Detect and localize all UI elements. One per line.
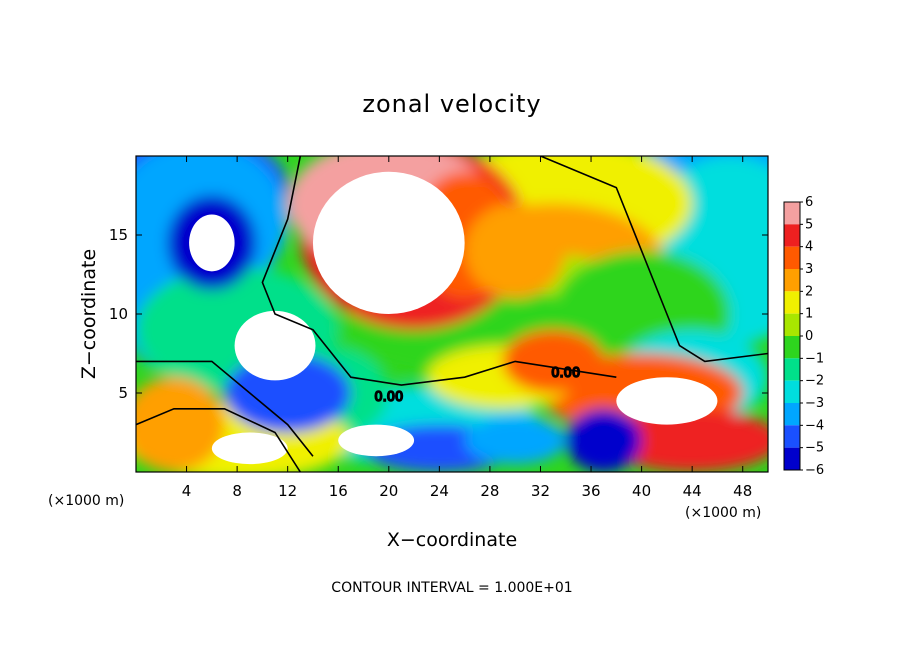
velocity-patch [565,408,642,472]
x-tick-label: 8 [232,482,242,500]
colorbar-swatch [784,224,800,247]
zero-contour-line [136,408,301,472]
colorbar-label: −3 [805,396,824,411]
x-tick-label: 48 [733,482,752,500]
velocity-patch [136,377,225,472]
saturated-region [189,214,235,272]
x-tick-label: 20 [379,482,398,500]
colorbar-swatch [784,425,800,448]
velocity-patch [464,416,566,465]
colorbar-label: −4 [805,418,824,433]
x-axis-label: X−coordinate [387,529,517,551]
colorbar-label: −6 [805,463,824,478]
zero-contour-line [540,156,768,363]
colorbar-label: 3 [805,262,813,277]
colorbar-swatch [784,246,800,269]
saturated-region [616,377,718,425]
velocity-patch [502,329,604,393]
chart-title: zonal velocity [362,90,541,118]
x-axis-ticks: 4 8 12 16 20 24 28 32 36 40 44 48 [182,156,752,500]
x-tick-label: 4 [182,482,192,500]
saturated-region [312,171,465,314]
x-tick-label: 16 [329,482,348,500]
colorbar-label: 1 [805,307,813,322]
colorbar-swatch [784,447,800,470]
colorbar-swatch [784,313,800,336]
saturated-region [234,310,316,381]
x-tick-label: 12 [278,482,297,500]
colorbar-label: 0 [805,329,813,344]
x-tick-label: 40 [632,482,651,500]
zero-contour-line [261,156,617,386]
colorbar-swatch [784,403,800,426]
saturated-region [338,424,415,457]
colorbar-label: 5 [805,217,813,232]
contour-label: 0.00 [551,366,580,381]
y-tick-label: 15 [109,226,128,244]
y-axis-ticks: 5 10 15 [109,226,768,402]
colorbar-swatch [784,269,800,292]
colorbar-label: 6 [805,195,813,210]
x-tick-label: 36 [581,482,600,500]
x-units-right: (×1000 m) [685,505,761,521]
colorbar: 6 5 4 3 2 1 0 −1 −2 −3 −4 −5 −6 [783,195,824,478]
x-tick-label: 44 [683,482,702,500]
velocity-patch [464,203,566,299]
colorbar-swatch [784,336,800,359]
y-tick-label: 10 [109,305,128,323]
colorbar-label: 4 [805,240,813,255]
contour-label: 0.00 [374,390,403,405]
colorbar-swatch [784,291,800,314]
x-tick-label: 32 [531,482,550,500]
zero-contour-line [136,360,314,457]
x-tick-label: 24 [430,482,449,500]
colorbar-label: 2 [805,284,813,299]
x-units-left: (×1000 m) [48,493,124,509]
saturated-region [211,432,288,465]
y-tick-label: 5 [118,384,128,402]
colorbar-label: −2 [805,374,824,389]
y-axis-label: Z−coordinate [78,249,100,379]
velocity-field [136,156,768,472]
x-tick-label: 28 [480,482,499,500]
colorbar-label: −1 [805,351,824,366]
colorbar-swatch [784,380,800,403]
contour-interval-note: CONTOUR INTERVAL = 1.000E+01 [331,580,572,596]
velocity-patch [603,408,768,472]
colorbar-swatch [784,358,800,381]
colorbar-label: −5 [805,441,824,456]
zero-contours: 0.00 0.00 [136,156,768,472]
colorbar-swatch [784,202,800,225]
